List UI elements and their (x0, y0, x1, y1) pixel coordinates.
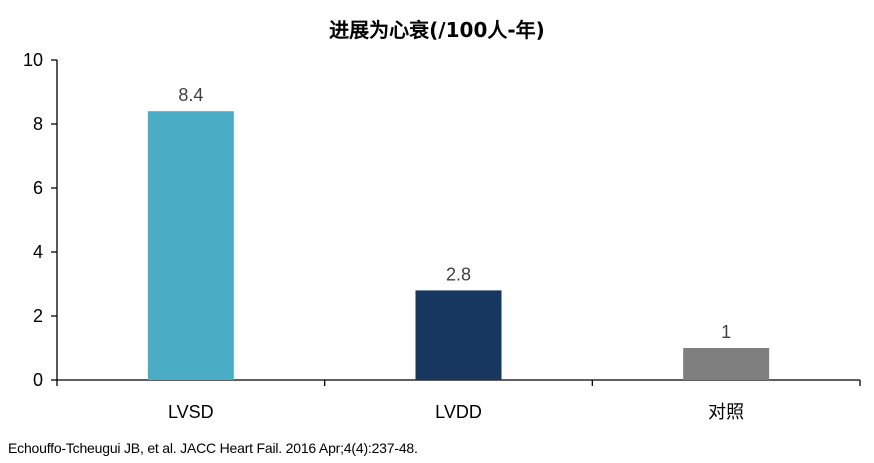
data-label: 8.4 (178, 85, 203, 105)
y-tick-label: 4 (33, 242, 43, 262)
chart-title: 进展为心衰(/100人-年) (329, 18, 545, 42)
bar-LVSD (147, 111, 234, 380)
y-tick-label: 2 (33, 306, 43, 326)
bar-对照 (683, 348, 770, 380)
y-tick-label: 6 (33, 178, 43, 198)
bars (147, 111, 770, 380)
y-tick-label: 10 (23, 50, 43, 70)
citation: Echouffo-Tcheugui JB, et al. JACC Heart … (8, 440, 418, 456)
labels: 8.4 LVSD 2.8 LVDD 1 对照 (168, 85, 744, 422)
y-tick-label: 8 (33, 114, 43, 134)
x-category-label: LVDD (435, 402, 482, 422)
bar-LVDD (415, 290, 502, 380)
x-category-label: LVSD (168, 402, 214, 422)
data-label: 1 (721, 322, 731, 342)
y-tick-label: 0 (33, 370, 43, 390)
x-category-label: 对照 (708, 402, 744, 422)
data-label: 2.8 (446, 264, 471, 284)
